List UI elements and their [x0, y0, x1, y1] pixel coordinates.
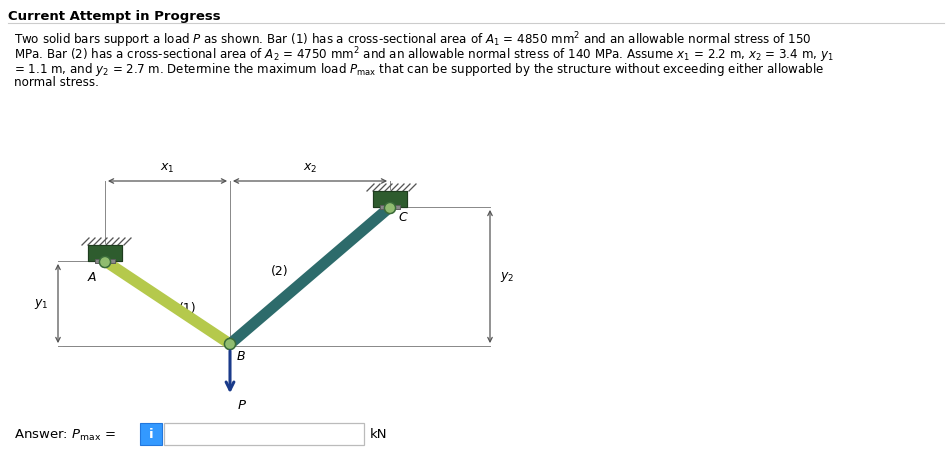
Text: MPa. Bar (2) has a cross-sectional area of $A_2$ = 4750 mm$^2$ and an allowable : MPa. Bar (2) has a cross-sectional area … — [14, 45, 834, 65]
Bar — [373, 192, 407, 207]
Text: normal stress.: normal stress. — [14, 76, 99, 89]
Text: $P$: $P$ — [237, 398, 247, 411]
Text: $y_1$: $y_1$ — [33, 297, 48, 311]
Circle shape — [100, 257, 110, 268]
Text: (1): (1) — [179, 301, 196, 314]
Circle shape — [225, 339, 235, 350]
Bar — [88, 245, 122, 262]
Circle shape — [385, 203, 395, 214]
Bar — [380, 206, 400, 210]
Bar — [380, 206, 400, 210]
Text: kN: kN — [370, 427, 387, 441]
Text: = 1.1 m, and $y_2$ = 2.7 m. Determine the maximum load $P_\mathrm{max}$ that can: = 1.1 m, and $y_2$ = 2.7 m. Determine th… — [14, 61, 824, 78]
Circle shape — [100, 257, 110, 268]
Text: $x_2$: $x_2$ — [303, 162, 317, 175]
Text: Two solid bars support a load $P$ as shown. Bar (1) has a cross-sectional area o: Two solid bars support a load $P$ as sho… — [14, 30, 812, 50]
Bar — [95, 259, 115, 263]
Text: Answer: $P_\mathrm{max}$ =: Answer: $P_\mathrm{max}$ = — [14, 426, 116, 442]
Bar — [164, 423, 364, 445]
Circle shape — [385, 203, 395, 214]
Text: Current Attempt in Progress: Current Attempt in Progress — [8, 10, 221, 23]
Text: B: B — [237, 350, 246, 363]
Text: $x_1$: $x_1$ — [160, 162, 175, 175]
Text: i: i — [149, 427, 153, 441]
Text: (2): (2) — [271, 264, 288, 277]
Bar — [140, 423, 162, 445]
Text: C: C — [399, 211, 407, 224]
Bar — [373, 192, 407, 207]
Bar — [95, 259, 115, 263]
Text: A: A — [88, 271, 96, 284]
Bar — [88, 245, 122, 262]
Circle shape — [225, 339, 235, 350]
Text: $y_2$: $y_2$ — [500, 270, 514, 284]
